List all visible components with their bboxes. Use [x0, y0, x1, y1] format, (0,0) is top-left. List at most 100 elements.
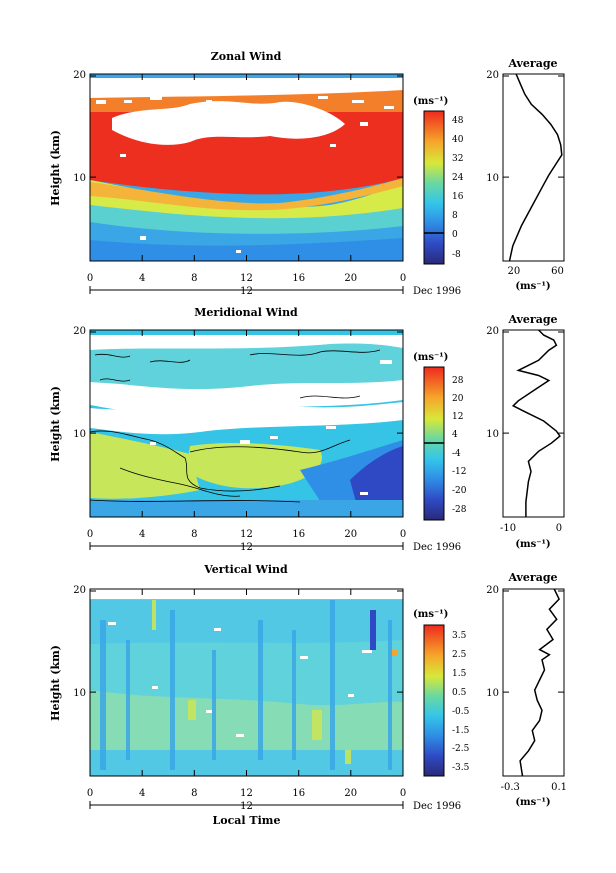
- zonal-colorbar: [423, 110, 445, 265]
- vertical-unit-label: (ms⁻¹): [413, 609, 448, 620]
- vertical-cbar-tick: 0.5: [452, 688, 467, 698]
- meridional-colorbar-ticks: 28 20 12 4 -4 -12 -20 -28: [452, 376, 467, 515]
- zonal-panel: Zonal Wind: [49, 50, 565, 297]
- zonal-avg-ytick-10: 10: [486, 173, 499, 184]
- zonal-xtick-0: 0: [87, 273, 93, 284]
- meridional-avg-xlabel: (ms⁻¹): [515, 539, 550, 550]
- vertical-ylabel: Height (km): [49, 645, 62, 721]
- vertical-cbar-tick: 3.5: [452, 631, 467, 641]
- vertical-cbar-tick: 1.5: [452, 669, 467, 679]
- zonal-xtick-16: 16: [292, 273, 305, 284]
- meridional-cbar-tick: 20: [452, 394, 464, 404]
- zonal-cbar-tick: 40: [452, 135, 464, 145]
- zonal-average-title: Average: [507, 57, 557, 70]
- meridional-ytick-20: 20: [73, 326, 86, 337]
- vertical-cbar-tick: -1.5: [452, 726, 470, 736]
- vertical-date-label: Dec 1996: [413, 801, 461, 812]
- zonal-avg-xlabel: (ms⁻¹): [515, 281, 550, 292]
- zonal-colorbar-ticks: 48 40 32 24 16 8 0 -8: [452, 116, 464, 260]
- vertical-avg-xlabel: (ms⁻¹): [515, 797, 550, 808]
- meridional-xtick-16: 16: [292, 529, 305, 540]
- vertical-cbar-tick: -3.5: [452, 763, 470, 773]
- meridional-unit-label: (ms⁻¹): [413, 352, 448, 363]
- vertical-xtick-8: 8: [191, 788, 197, 799]
- meridional-xtick-12: 12: [240, 529, 253, 540]
- figure-xlabel: Local Time: [213, 814, 281, 827]
- vertical-avg-xtick: -0.3: [501, 782, 520, 793]
- zonal-xtick-20: 20: [344, 273, 357, 284]
- meridional-xtick-4: 4: [139, 529, 145, 540]
- zonal-cbar-tick: 32: [452, 154, 463, 164]
- meridional-cbar-tick: -12: [452, 467, 467, 477]
- zonal-day-axis: [89, 286, 404, 294]
- vertical-average-line: [519, 588, 561, 777]
- vertical-panel: Vertical Wind: [49, 563, 567, 827]
- zonal-ytick-10: 10: [73, 173, 86, 184]
- meridional-cbar-tick: 28: [452, 376, 464, 386]
- vertical-cbar-tick: -2.5: [452, 744, 470, 754]
- meridional-cbar-tick: -28: [452, 505, 467, 515]
- zonal-cbar-tick: 48: [452, 116, 464, 126]
- vertical-avg-ytick-20: 20: [486, 585, 499, 596]
- zonal-xtick-4: 4: [139, 273, 145, 284]
- zonal-cbar-tick: -8: [452, 250, 461, 260]
- vertical-colorbar-ticks: 3.5 2.5 1.5 0.5 -0.5 -1.5 -2.5 -3.5: [452, 631, 470, 773]
- vertical-avg-xtick: 0.1: [551, 782, 567, 793]
- vertical-avg-ytick-10: 10: [486, 688, 499, 699]
- zonal-average-line: [508, 73, 563, 262]
- meridional-avg-xtick: 0: [556, 523, 562, 534]
- vertical-xtick-24: 0: [400, 788, 406, 799]
- meridional-average-line: [511, 329, 561, 517]
- zonal-xtick-24: 0: [400, 273, 406, 284]
- meridional-ylabel: Height (km): [49, 386, 62, 462]
- zonal-heatmap-field: [90, 74, 403, 261]
- zonal-cbar-tick: 24: [452, 173, 464, 183]
- zonal-average-frame: [502, 73, 565, 262]
- meridional-avg-ytick-10: 10: [486, 429, 499, 440]
- zonal-title: Zonal Wind: [211, 50, 282, 63]
- zonal-avg-ytick-20: 20: [486, 70, 499, 81]
- zonal-ytick-20: 20: [73, 70, 86, 81]
- meridional-cbar-tick: -20: [452, 486, 467, 496]
- zonal-cbar-tick: 8: [452, 211, 458, 221]
- meridional-xtick-8: 8: [191, 529, 197, 540]
- vertical-xtick-4: 4: [139, 788, 145, 799]
- vertical-day-label: 12: [240, 801, 253, 812]
- vertical-cbar-tick: -0.5: [452, 707, 470, 717]
- zonal-xtick-8: 8: [191, 273, 197, 284]
- meridional-day-label: 12: [240, 542, 253, 553]
- meridional-cbar-tick: 12: [452, 412, 463, 422]
- meridional-average-title: Average: [507, 313, 557, 326]
- meridional-cbar-tick: 4: [452, 430, 458, 440]
- meridional-title: Meridional Wind: [194, 306, 298, 319]
- meridional-date-label: Dec 1996: [413, 542, 461, 553]
- zonal-cbar-tick: 0: [452, 230, 458, 240]
- vertical-ytick-10: 10: [73, 688, 86, 699]
- zonal-avg-xtick: 20: [508, 266, 521, 277]
- vertical-heatmap-field: [90, 589, 403, 776]
- vertical-xtick-12: 12: [240, 788, 253, 799]
- meridional-xtick-24: 0: [400, 529, 406, 540]
- zonal-xtick-12: 12: [240, 273, 253, 284]
- vertical-cbar-tick: 2.5: [452, 650, 467, 660]
- vertical-xtick-16: 16: [292, 788, 305, 799]
- vertical-average-title: Average: [507, 571, 557, 584]
- meridional-average-frame: [502, 329, 565, 518]
- vertical-title: Vertical Wind: [203, 563, 288, 576]
- meridional-panel: Meridional Wind: [49, 306, 565, 553]
- meridional-cbar-tick: -4: [452, 449, 461, 459]
- meridional-avg-ytick-20: 20: [486, 326, 499, 337]
- zonal-avg-xtick: 60: [551, 266, 564, 277]
- meridional-ytick-10: 10: [73, 429, 86, 440]
- zonal-unit-label: (ms⁻¹): [413, 96, 448, 107]
- meridional-avg-xtick: -10: [500, 523, 516, 534]
- zonal-cbar-tick: 16: [452, 192, 464, 202]
- meridional-day-axis: [89, 542, 404, 550]
- vertical-xtick-20: 20: [344, 788, 357, 799]
- vertical-average-frame: [502, 588, 565, 777]
- meridional-xtick-20: 20: [344, 529, 357, 540]
- zonal-day-label: 12: [240, 286, 253, 297]
- zonal-date-label: Dec 1996: [413, 286, 461, 297]
- vertical-ytick-20: 20: [73, 585, 86, 596]
